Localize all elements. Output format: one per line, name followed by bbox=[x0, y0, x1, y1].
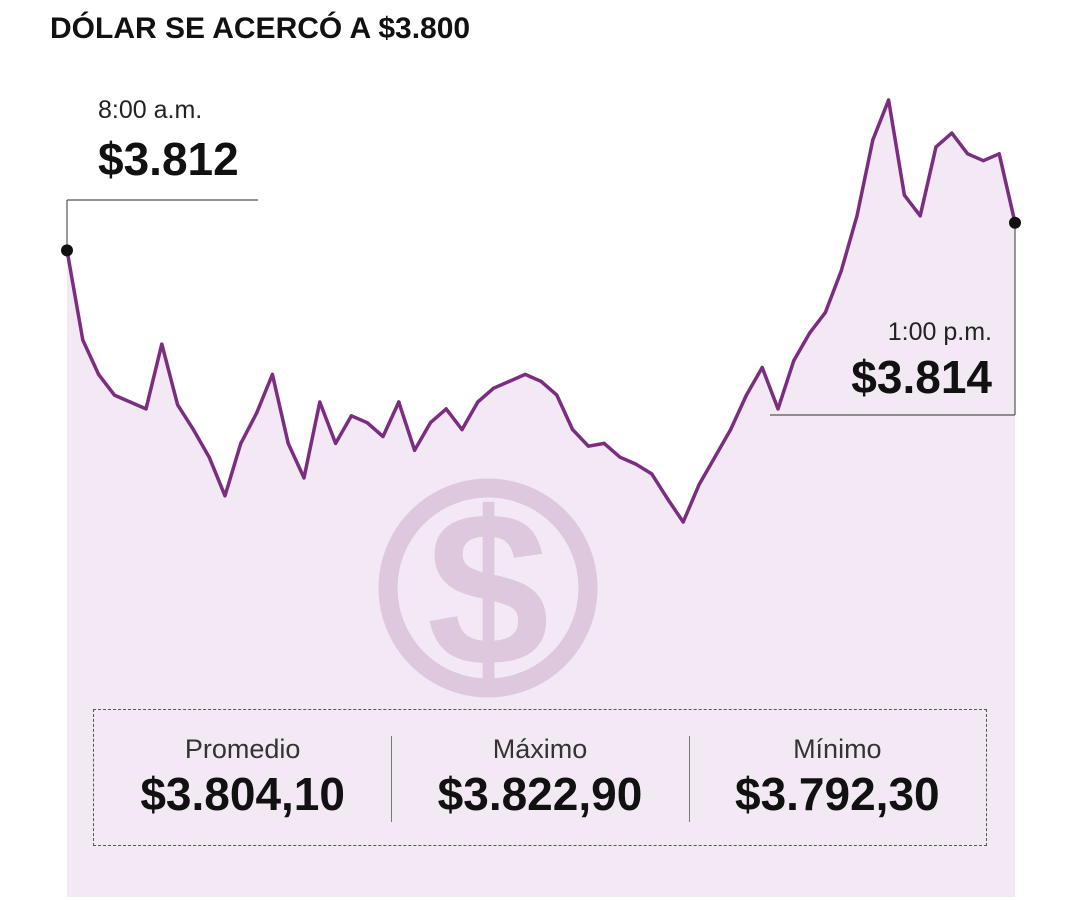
data-point bbox=[270, 372, 274, 377]
data-point bbox=[302, 476, 306, 480]
data-point bbox=[618, 455, 622, 459]
data-point bbox=[207, 455, 211, 459]
data-point bbox=[381, 434, 385, 439]
data-point bbox=[966, 152, 970, 156]
data-point bbox=[950, 131, 954, 135]
chart-title: DÓLAR SE ACERCÓ A $3.800 bbox=[50, 12, 471, 45]
data-point bbox=[808, 331, 812, 335]
stat-average: Promedio $3.804,10 bbox=[94, 710, 391, 845]
data-point bbox=[397, 400, 401, 404]
data-point bbox=[476, 400, 480, 404]
stat-value: $3.822,90 bbox=[437, 768, 643, 820]
stat-label: Promedio bbox=[184, 734, 301, 764]
data-point bbox=[239, 441, 243, 445]
data-point bbox=[744, 393, 749, 397]
data-point bbox=[934, 145, 938, 149]
data-point bbox=[128, 400, 132, 404]
data-point bbox=[729, 428, 733, 432]
start-value-label: $3.812 bbox=[98, 133, 239, 185]
data-point bbox=[792, 359, 796, 363]
data-point bbox=[902, 193, 907, 197]
data-point bbox=[918, 214, 922, 218]
data-point bbox=[681, 520, 685, 524]
data-point bbox=[334, 441, 338, 445]
data-point bbox=[839, 269, 843, 273]
data-point bbox=[144, 407, 148, 411]
stat-label: Máximo bbox=[492, 734, 588, 764]
data-point bbox=[602, 441, 606, 445]
stat-maximum: Máximo $3.822,90 bbox=[391, 710, 688, 845]
stat-label: Mínimo bbox=[793, 734, 882, 764]
data-point bbox=[586, 444, 591, 448]
data-point bbox=[539, 379, 543, 383]
data-point bbox=[523, 372, 527, 377]
svg-text:$: $ bbox=[427, 466, 549, 712]
data-point bbox=[760, 365, 764, 370]
data-point bbox=[460, 428, 464, 432]
data-point bbox=[160, 342, 164, 346]
start-time-label: 8:00 a.m. bbox=[98, 96, 203, 124]
data-point bbox=[286, 441, 290, 445]
data-point bbox=[665, 496, 670, 501]
data-point bbox=[981, 159, 986, 163]
data-point bbox=[855, 214, 859, 218]
end-point-marker bbox=[1009, 216, 1021, 229]
data-point bbox=[176, 403, 180, 407]
data-point bbox=[776, 407, 780, 411]
data-point bbox=[887, 98, 891, 102]
start-point-marker bbox=[61, 244, 73, 257]
data-point bbox=[650, 472, 654, 476]
data-point bbox=[507, 379, 511, 383]
data-point bbox=[349, 414, 353, 418]
data-point bbox=[444, 407, 448, 411]
data-point bbox=[555, 393, 559, 397]
data-point bbox=[81, 338, 85, 342]
end-time-label: 1:00 p.m. bbox=[887, 318, 992, 346]
data-point bbox=[571, 428, 575, 432]
data-point bbox=[365, 421, 369, 425]
data-point bbox=[223, 494, 227, 498]
data-point bbox=[191, 428, 195, 432]
data-point bbox=[255, 411, 259, 415]
data-point bbox=[492, 386, 496, 390]
stat-value: $3.792,30 bbox=[734, 768, 940, 820]
data-point bbox=[823, 310, 828, 314]
end-value-label: $3.814 bbox=[851, 351, 992, 403]
data-point bbox=[428, 421, 432, 425]
data-point bbox=[713, 455, 717, 459]
data-point bbox=[697, 483, 701, 487]
stat-value: $3.804,10 bbox=[140, 768, 345, 820]
data-point bbox=[413, 448, 417, 452]
dollar-coin-icon: $ bbox=[378, 466, 598, 712]
data-point bbox=[871, 138, 875, 142]
data-point bbox=[97, 372, 101, 377]
data-point bbox=[318, 400, 322, 404]
data-point bbox=[112, 393, 116, 397]
stat-minimum: Mínimo $3.792,30 bbox=[688, 710, 986, 845]
stats-box: Promedio $3.804,10 Máximo $3.822,90 Míni… bbox=[93, 709, 987, 846]
data-point bbox=[634, 462, 638, 466]
data-point bbox=[997, 152, 1001, 156]
